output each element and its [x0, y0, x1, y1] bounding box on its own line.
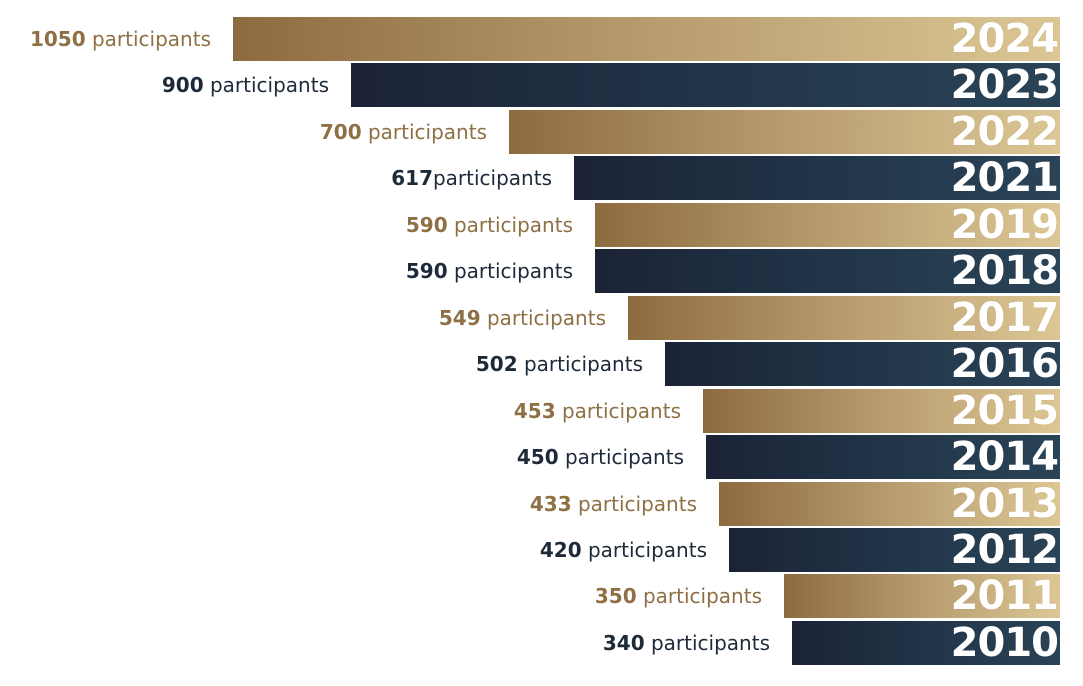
bar-2016: 2016: [665, 342, 1060, 386]
value-label-2018: 590 participants: [406, 249, 573, 293]
bar-2018: 2018: [595, 249, 1060, 293]
year-label-2012: 2012: [950, 527, 1059, 573]
bar-2011: 2011: [784, 574, 1060, 618]
bar-2024: 2024: [233, 17, 1060, 61]
value-unit: participants: [432, 166, 552, 190]
value-unit: participants: [203, 73, 329, 97]
bar-row-2021: 617 participants 2021: [0, 156, 1083, 200]
value-label-2015: 453 participants: [514, 389, 681, 433]
value-number: 900: [161, 73, 204, 97]
value-unit: participants: [636, 584, 762, 608]
value-unit: participants: [581, 538, 707, 562]
value-unit: participants: [555, 399, 681, 423]
value-unit: participants: [517, 352, 643, 376]
value-label-2012: 420 participants: [540, 528, 707, 572]
bar-row-2024: 1050 participants 2024: [0, 17, 1083, 61]
value-label-2019: 590 participants: [406, 203, 573, 247]
year-label-2014: 2014: [950, 434, 1059, 480]
bar-row-2013: 433 participants 2013: [0, 482, 1083, 526]
value-number: 340: [602, 631, 645, 655]
value-number: 453: [513, 399, 556, 423]
year-label-2013: 2013: [950, 481, 1059, 527]
value-number: 1050: [29, 27, 86, 51]
year-label-2015: 2015: [950, 388, 1059, 434]
value-number: 420: [539, 538, 582, 562]
value-label-2023: 900 participants: [162, 63, 329, 107]
bar-row-2011: 350 participants 2011: [0, 574, 1083, 618]
value-label-2021: 617 participants: [391, 156, 552, 200]
bar-row-2019: 590 participants 2019: [0, 203, 1083, 247]
year-label-2023: 2023: [950, 62, 1059, 108]
bar-row-2014: 450 participants 2014: [0, 435, 1083, 479]
value-label-2024: 1050 participants: [30, 17, 211, 61]
bar-row-2012: 420 participants 2012: [0, 528, 1083, 572]
bar-2017: 2017: [628, 296, 1060, 340]
value-unit: participants: [85, 27, 211, 51]
value-label-2017: 549 participants: [439, 296, 606, 340]
value-label-2010: 340 participants: [603, 621, 770, 665]
year-label-2019: 2019: [950, 202, 1059, 248]
bar-2012: 2012: [729, 528, 1060, 572]
year-label-2018: 2018: [950, 248, 1059, 294]
year-label-2021: 2021: [950, 155, 1059, 201]
year-label-2024: 2024: [950, 16, 1059, 62]
bar-2013: 2013: [719, 482, 1060, 526]
year-label-2010: 2010: [950, 620, 1059, 666]
value-number: 350: [594, 584, 637, 608]
value-label-2022: 700 participants: [320, 110, 487, 154]
value-number: 590: [405, 213, 448, 237]
bar-2014: 2014: [706, 435, 1060, 479]
value-unit: participants: [558, 445, 684, 469]
value-unit: participants: [571, 492, 697, 516]
bar-row-2016: 502 participants 2016: [0, 342, 1083, 386]
value-unit: participants: [480, 306, 606, 330]
bar-row-2010: 340 participants 2010: [0, 621, 1083, 665]
bar-2023: 2023: [351, 63, 1060, 107]
value-number: 450: [516, 445, 559, 469]
value-number: 433: [529, 492, 572, 516]
year-label-2022: 2022: [950, 109, 1059, 155]
value-unit: participants: [447, 259, 573, 283]
bar-2010: 2010: [792, 621, 1060, 665]
bar-row-2018: 590 participants 2018: [0, 249, 1083, 293]
bar-row-2023: 900 participants 2023: [0, 63, 1083, 107]
value-label-2013: 433 participants: [530, 482, 697, 526]
bar-2019: 2019: [595, 203, 1060, 247]
bar-2021: 2021: [574, 156, 1060, 200]
value-label-2016: 502 participants: [476, 342, 643, 386]
bar-row-2022: 700 participants 2022: [0, 110, 1083, 154]
bar-row-2017: 549 participants 2017: [0, 296, 1083, 340]
value-number: 590: [405, 259, 448, 283]
year-label-2016: 2016: [950, 341, 1059, 387]
year-label-2011: 2011: [950, 573, 1059, 619]
bar-2015: 2015: [703, 389, 1060, 433]
value-number: 700: [319, 120, 362, 144]
value-number: 549: [438, 306, 481, 330]
value-number: 502: [475, 352, 518, 376]
bar-2022: 2022: [509, 110, 1060, 154]
value-unit: participants: [361, 120, 487, 144]
value-label-2014: 450 participants: [517, 435, 684, 479]
value-label-2011: 350 participants: [595, 574, 762, 618]
year-label-2017: 2017: [950, 295, 1059, 341]
bar-row-2015: 453 participants 2015: [0, 389, 1083, 433]
value-number: 617: [391, 166, 433, 190]
value-unit: participants: [644, 631, 770, 655]
value-unit: participants: [447, 213, 573, 237]
